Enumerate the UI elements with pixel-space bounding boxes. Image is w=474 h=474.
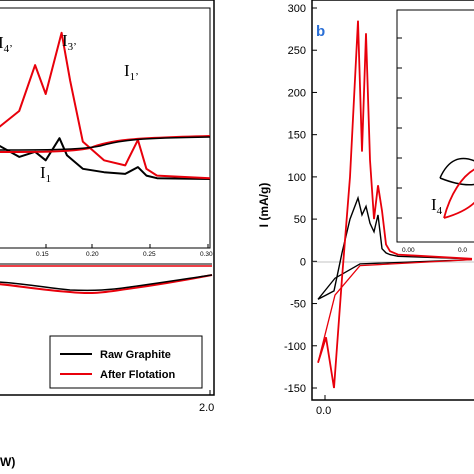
series-b-return-1 (317, 258, 473, 363)
panel-a-xlabel-partial: W) (0, 455, 15, 469)
ytick-label-4: 100 (288, 172, 306, 184)
panel-b-label: b (316, 23, 325, 40)
panel-b-inset: I4 0.00 0.0 (396, 9, 474, 254)
inset-b-raw-upper (439, 157, 474, 179)
inset-a-black-lower (0, 136, 211, 151)
panel-a-inset-xticks: 0.15 0.20 0.25 0.30 (36, 244, 213, 258)
ytick-label-1: 250 (288, 45, 306, 57)
panel-b-frame (311, 0, 474, 401)
inset-a-series-1 (0, 31, 211, 180)
inset-b-tick-1: 0.0 (458, 247, 467, 254)
annotation-i4: I4 (431, 195, 443, 217)
panel-a-inset-frame (0, 7, 211, 249)
panel-a: 0.15 0.20 0.25 0.30 I4’ I3’ I1’ I1 Raw G… (0, 0, 215, 469)
inset-a-tick-3: 0.30 (200, 251, 213, 258)
legend-box (49, 335, 203, 389)
panel-b-curves (317, 20, 473, 389)
series-b-return-0 (317, 258, 473, 300)
panel-b-inset-ticks (397, 37, 402, 219)
ytick-label-8: -100 (284, 341, 306, 353)
ytick-label-2: 200 (288, 87, 306, 99)
ytick-label-3: 150 (288, 130, 306, 142)
legend: Raw Graphite After Flotation (49, 335, 203, 389)
panel-b-inset-frame (396, 9, 474, 243)
panel-a-frame (0, 0, 215, 396)
curve-a-raw-graphite (0, 274, 213, 292)
panel-b-xtick-label: 0.0 (316, 405, 331, 417)
inset-a-tick-1: 0.20 (86, 251, 99, 258)
ytick-label-0: 300 (288, 3, 306, 15)
curve-a-after-flotation (0, 274, 213, 295)
series-b-1 (317, 20, 473, 389)
ytick-label-9: -150 (284, 383, 306, 395)
ytick-label-5: 50 (294, 214, 306, 226)
inset-b-flotation-upper (443, 168, 474, 219)
panel-b: b I (mA/g) 300 250 200 150 100 50 0 -50 -100 -150… (257, 0, 474, 417)
panel-a-inset: 0.15 0.20 0.25 0.30 I4’ I3’ I1’ I1 (0, 7, 213, 258)
legend-label-raw: Raw Graphite (100, 349, 171, 361)
ytick-label-7: -50 (290, 299, 306, 311)
series-b-0 (317, 195, 473, 300)
inset-b-flotation-lower (443, 201, 474, 219)
legend-label-flotation: After Flotation (100, 369, 175, 381)
panel-b-yticks: 300 250 200 150 100 50 0 -50 -100 -150 (284, 3, 317, 395)
annotation-i1: I1 (40, 163, 51, 185)
inset-b-tick-0: 0.00 (402, 247, 415, 254)
ytick-label-6: 0 (300, 256, 306, 268)
inset-b-raw-lower (439, 177, 474, 186)
panel-a-xtick-label: 2.0 (199, 402, 214, 414)
inset-a-tick-0: 0.15 (36, 251, 49, 258)
panel-a-main-curves (0, 263, 213, 295)
inset-a-tick-2: 0.25 (143, 251, 156, 258)
panel-b-ylabel: I (mA/g) (257, 183, 271, 228)
